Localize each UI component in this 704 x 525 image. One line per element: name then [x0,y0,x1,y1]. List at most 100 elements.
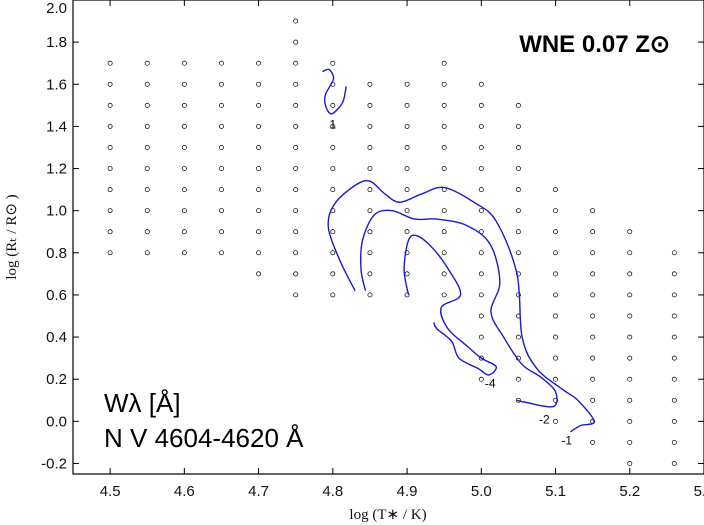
grid-point [478,208,484,214]
grid-point [478,334,484,340]
grid-point [441,60,447,66]
contour-label: -1 [561,434,572,448]
inset-label-quantity: Wλ [Å] [104,388,181,418]
grid-point [590,292,596,298]
grid-point [219,102,224,108]
grid-point [515,376,521,382]
grid-point [293,39,299,45]
grid-point [590,250,596,256]
grid-point [144,102,150,108]
grid-point [219,60,224,66]
grid-point [256,229,262,235]
grid-point [441,208,447,214]
grid-point [553,334,558,340]
grid-point [671,418,677,424]
grid-point [590,439,596,445]
grid-point [293,208,299,214]
grid-point [367,271,373,277]
grid-point [553,376,558,382]
grid-point [219,208,224,214]
grid-point [256,208,262,214]
contour-label: -4 [485,377,496,391]
grid-point [293,229,299,235]
grid-point [293,166,299,171]
grid-point [404,145,410,150]
y-tick-label: 0.0 [46,413,67,430]
grid-point [478,81,484,87]
grid-point [515,292,521,298]
grid-point [330,250,336,256]
plot-frame [72,0,704,475]
grid-point [293,271,299,277]
grid-point [107,250,113,256]
grid-point [627,271,633,277]
contour-line [322,68,347,115]
grid-point [590,397,596,403]
grid-point [627,229,633,235]
y-axis-label: log (Rₜ / R⊙ ) [4,194,20,279]
grid-point [553,271,558,277]
grid-point [181,102,187,108]
grid-point [515,123,521,129]
x-tick-label: 5.1 [545,483,566,500]
grid-point [441,123,447,129]
grid-point [107,102,113,108]
grid-point [367,292,373,298]
grid-point [219,123,224,129]
contour-line [327,179,595,433]
grid-point [107,187,113,193]
grid-point [367,123,373,129]
grid-point [441,271,447,277]
grid-point [367,145,373,150]
y-tick-label: 1.6 [46,76,67,93]
grid-point [107,145,113,150]
y-tick-label: 1.0 [46,203,67,220]
grid-point [627,355,633,361]
grid-point [441,250,447,256]
grid-point [627,250,633,256]
grid-point [330,292,336,298]
grid-point [627,292,633,298]
grid-point [107,123,113,129]
grid-point [144,145,150,150]
grid-point [441,81,447,87]
grid-point [181,187,187,193]
grid-point [367,250,373,256]
grid-point [256,81,262,87]
contour-line [359,209,558,408]
grid-point [553,250,558,256]
grid-point [553,229,558,235]
grid-point [478,166,484,171]
grid-point [590,271,596,277]
grid-point [441,102,447,108]
grid-point [627,439,633,445]
grid-point [478,376,484,382]
grid-point [330,271,336,277]
grid-point [553,187,558,193]
grid-point [404,187,410,193]
grid-point [590,334,596,340]
grid-point [478,187,484,193]
grid-point [256,123,262,129]
grid-point [144,187,150,193]
grid-point [478,250,484,256]
grid-point [181,208,187,214]
grid-point [144,166,150,171]
grid-point [367,208,373,214]
grid-point [293,81,299,87]
grid-point [181,60,187,66]
inset-label-line: N V 4604-4620 Å [104,423,304,453]
grid-point [219,250,224,256]
grid-point [219,145,224,150]
grid-point [330,229,336,235]
grid-point [441,229,447,235]
grid-point [293,102,299,108]
grid-point [144,229,150,235]
grid-point [181,123,187,129]
grid-point [627,418,633,424]
grid-point [107,208,113,214]
grid-point [553,208,558,214]
x-tick-label: 4.9 [397,483,418,500]
grid-point [256,271,262,277]
grid-point [219,81,224,87]
